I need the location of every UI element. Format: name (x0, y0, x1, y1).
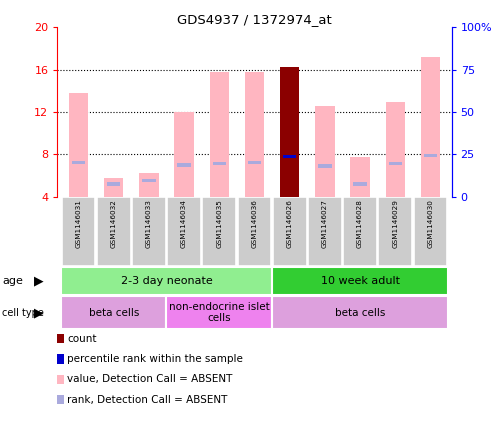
FancyBboxPatch shape (61, 296, 167, 329)
Bar (353, 182, 367, 186)
Text: GSM1146034: GSM1146034 (181, 200, 187, 248)
Text: count: count (67, 334, 96, 344)
Text: 10 week adult: 10 week adult (320, 276, 400, 286)
FancyBboxPatch shape (378, 198, 412, 266)
FancyBboxPatch shape (61, 198, 95, 266)
Bar (213, 162, 226, 165)
Bar (210, 72, 229, 197)
Bar (175, 112, 194, 197)
Text: non-endocrine islet
cells: non-endocrine islet cells (169, 302, 269, 324)
Bar (107, 182, 120, 186)
Text: beta cells: beta cells (335, 308, 385, 318)
Bar (424, 154, 437, 157)
Text: rank, Detection Call = ABSENT: rank, Detection Call = ABSENT (67, 395, 228, 405)
Text: value, Detection Call = ABSENT: value, Detection Call = ABSENT (67, 374, 233, 385)
FancyBboxPatch shape (167, 198, 201, 266)
Bar (177, 163, 191, 167)
Bar (280, 67, 299, 197)
Bar (69, 93, 88, 197)
Text: cell type: cell type (2, 308, 44, 318)
FancyBboxPatch shape (308, 198, 342, 266)
Bar (315, 106, 334, 197)
Bar (72, 161, 85, 165)
Text: GSM1146029: GSM1146029 (392, 200, 398, 248)
Text: ▶: ▶ (34, 275, 43, 287)
Text: GSM1146032: GSM1146032 (111, 200, 117, 248)
FancyBboxPatch shape (272, 296, 448, 329)
Bar (350, 157, 370, 197)
Text: beta cells: beta cells (88, 308, 139, 318)
Text: GSM1146026: GSM1146026 (287, 200, 293, 248)
Text: ▶: ▶ (34, 306, 43, 319)
Text: GSM1146030: GSM1146030 (428, 200, 434, 248)
FancyBboxPatch shape (414, 198, 448, 266)
Text: GSM1146027: GSM1146027 (322, 200, 328, 248)
Bar (245, 72, 264, 197)
Text: GSM1146033: GSM1146033 (146, 200, 152, 248)
Text: 2-3 day neonate: 2-3 day neonate (121, 276, 213, 286)
FancyBboxPatch shape (167, 296, 272, 329)
FancyBboxPatch shape (97, 198, 131, 266)
FancyBboxPatch shape (238, 198, 271, 266)
FancyBboxPatch shape (132, 198, 166, 266)
Text: GSM1146036: GSM1146036 (251, 200, 257, 248)
FancyBboxPatch shape (61, 267, 272, 295)
Text: age: age (2, 276, 23, 286)
Bar (283, 155, 296, 158)
Bar (318, 165, 332, 168)
Text: GSM1146031: GSM1146031 (75, 200, 81, 248)
FancyBboxPatch shape (203, 198, 236, 266)
FancyBboxPatch shape (273, 198, 306, 266)
FancyBboxPatch shape (272, 267, 448, 295)
Bar (386, 102, 405, 197)
Bar (104, 178, 123, 197)
Text: GSM1146028: GSM1146028 (357, 200, 363, 248)
Bar (142, 179, 156, 182)
Text: percentile rank within the sample: percentile rank within the sample (67, 354, 243, 364)
Title: GDS4937 / 1372974_at: GDS4937 / 1372974_at (177, 14, 332, 26)
FancyBboxPatch shape (343, 198, 377, 266)
Bar (248, 161, 261, 165)
Text: GSM1146035: GSM1146035 (216, 200, 222, 248)
Bar (389, 162, 402, 165)
Bar (139, 173, 159, 197)
Bar (421, 57, 440, 197)
